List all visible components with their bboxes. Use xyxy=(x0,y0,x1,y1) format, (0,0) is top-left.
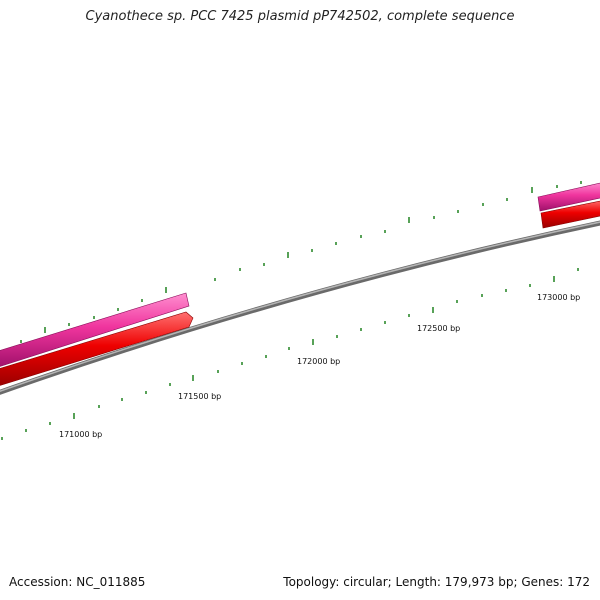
ruler-label: 173000 bp xyxy=(537,293,580,302)
tick-marks-lower xyxy=(1,268,579,440)
gene-reverse-strand[interactable] xyxy=(0,311,194,387)
map-title: Cyanothece sp. PCC 7425 plasmid pP742502… xyxy=(85,9,515,24)
accession-label: Accession: NC_011885 xyxy=(9,575,146,589)
genome-summary: Topology: circular; Length: 179,973 bp; … xyxy=(283,575,590,589)
ruler-label: 172000 bp xyxy=(297,357,340,366)
gene-forward-strand[interactable] xyxy=(0,292,190,368)
ruler-label: 172500 bp xyxy=(417,324,460,333)
gene-reverse-strand[interactable] xyxy=(540,200,600,229)
tick-marks-upper xyxy=(20,181,582,343)
gene-forward-strand[interactable] xyxy=(537,182,600,212)
ruler-label: 171000 bp xyxy=(59,430,102,439)
ruler-label: 171500 bp xyxy=(178,392,221,401)
genome-backbone xyxy=(0,220,600,395)
